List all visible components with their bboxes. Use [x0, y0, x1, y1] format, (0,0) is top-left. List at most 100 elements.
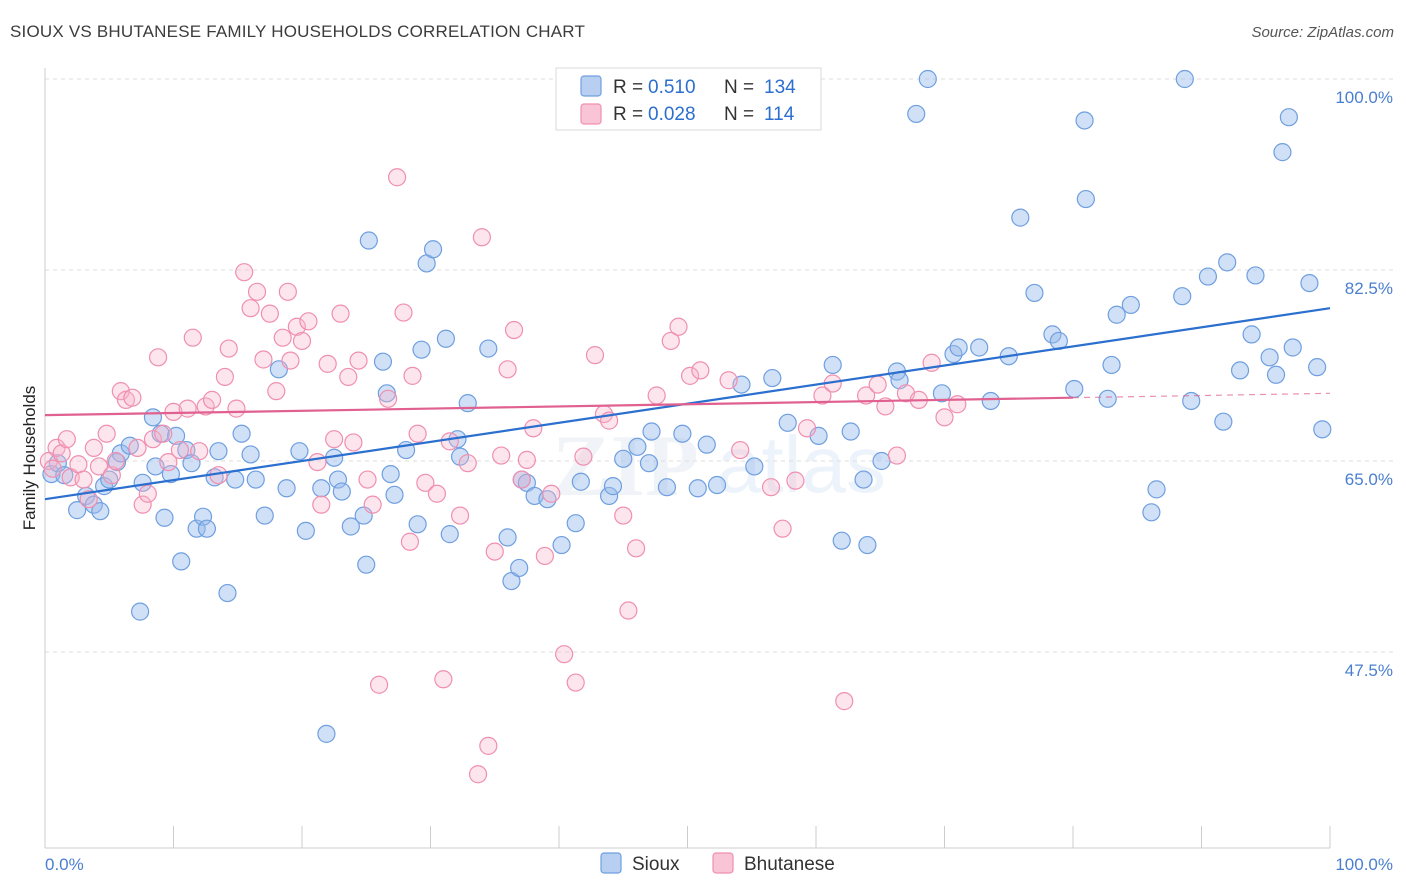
- sioux-point: [688, 479, 707, 498]
- bhutanese-point: [57, 430, 76, 449]
- bhutanese-point: [183, 328, 202, 347]
- sioux-point: [440, 525, 459, 544]
- bhutanese-point: [308, 452, 327, 472]
- sioux-point: [1198, 267, 1218, 286]
- sioux-point: [1266, 365, 1286, 384]
- bhutanese-point: [403, 366, 422, 385]
- bhutanese-point: [485, 542, 504, 561]
- bhutanese-point: [680, 366, 700, 385]
- sioux-point: [854, 470, 873, 489]
- bhutanese-point: [492, 446, 511, 465]
- sioux-point: [423, 240, 443, 259]
- bhutanese-point: [408, 424, 427, 443]
- legend-sioux-n-value: 134: [764, 77, 796, 98]
- bhutanese-point: [566, 673, 585, 692]
- legend-bhutanese-r-value: 0.028: [648, 104, 696, 125]
- bhutanese-point: [111, 382, 130, 401]
- sioux-point: [312, 479, 331, 498]
- bhutanese-point: [292, 331, 312, 351]
- bhutanese-point: [219, 339, 238, 358]
- bhutanese-point: [331, 304, 350, 323]
- bhutanese-point: [647, 386, 666, 405]
- bhutanese-point: [542, 484, 561, 503]
- sioux-point: [1043, 325, 1062, 344]
- sioux-point: [918, 69, 937, 89]
- sioux-point: [1283, 338, 1302, 357]
- sioux-point: [1218, 253, 1237, 272]
- bhutanese-point: [128, 438, 147, 458]
- legend-bottom-bhutanese-label: Bhutanese: [744, 854, 835, 875]
- bhutanese-point: [325, 430, 344, 449]
- sioux-point: [673, 424, 692, 443]
- sioux-point: [317, 724, 336, 743]
- bhutanese-point: [349, 351, 368, 370]
- bhutanese-point: [138, 484, 157, 503]
- legend-sioux-swatch: [580, 75, 602, 97]
- bhutanese-point: [318, 354, 337, 373]
- bhutanese-point: [358, 470, 377, 489]
- bhutanese-point: [691, 361, 710, 380]
- sioux-point: [143, 408, 163, 427]
- sioux-point: [1098, 389, 1117, 408]
- sioux-point: [1230, 361, 1250, 380]
- sioux-point: [241, 445, 260, 464]
- sioux-point: [1065, 379, 1084, 399]
- sioux-point: [1313, 420, 1332, 439]
- sioux-point: [328, 470, 348, 489]
- sioux-point: [1279, 108, 1298, 127]
- bhutanese-point: [143, 430, 163, 449]
- bhutanese-point: [440, 432, 459, 451]
- bhutanese-point: [97, 424, 116, 443]
- sioux-point: [571, 472, 590, 491]
- bhutanese-point: [344, 433, 363, 452]
- bhutanese-point: [813, 386, 832, 405]
- bhutanese-point: [585, 346, 605, 365]
- bhutanese-point: [89, 457, 109, 476]
- bhutanese-point: [887, 446, 907, 465]
- sioux-point: [1175, 69, 1194, 89]
- bhutanese-point: [450, 506, 470, 525]
- bhutanese-point: [614, 506, 633, 525]
- sioux-point: [341, 517, 360, 536]
- sioux-point: [1273, 143, 1292, 162]
- bhutanese-point: [535, 546, 554, 566]
- sioux-point: [1011, 208, 1030, 227]
- sioux-point: [657, 478, 677, 497]
- bhutanese-point: [159, 452, 178, 472]
- y-tick-label: 47.5%: [1345, 661, 1393, 680]
- sioux-point: [332, 482, 351, 501]
- legend-sioux-r-value: 0.510: [648, 77, 696, 98]
- bhutanese-point: [400, 532, 420, 551]
- bhutanese-point: [876, 397, 895, 416]
- bhutanese-point: [154, 424, 173, 443]
- bhutanese-point: [504, 320, 524, 340]
- sioux-point: [981, 391, 1000, 411]
- gridlines: [45, 78, 1393, 653]
- legend-bhutanese-swatch: [580, 103, 602, 125]
- bhutanese-point: [363, 495, 382, 514]
- bhutanese-point: [517, 450, 536, 470]
- sioux-point: [155, 508, 174, 527]
- bhutanese-point: [267, 382, 286, 401]
- sioux-point: [1076, 189, 1095, 209]
- legend-sioux-n-label: N =: [724, 77, 754, 98]
- bhutanese-point: [370, 675, 389, 694]
- bhutanese-point: [378, 389, 398, 408]
- sioux-point: [91, 502, 110, 521]
- sioux-point: [277, 479, 296, 498]
- sioux-point: [385, 485, 404, 504]
- sioux-point: [226, 470, 245, 489]
- bhutanese-point: [74, 470, 93, 489]
- bhutanese-point: [43, 459, 62, 478]
- chart-source: Source: ZipAtlas.com: [1251, 24, 1394, 41]
- bhutanese-point: [148, 348, 168, 367]
- legend-bhutanese-n-value: 114: [764, 104, 795, 125]
- bhutanese-point: [299, 312, 318, 331]
- sioux-point: [697, 435, 716, 454]
- sioux-point: [970, 338, 989, 357]
- bhutanese-point: [241, 299, 260, 318]
- x-ticks: [44, 826, 1331, 848]
- bhutanese-point: [287, 317, 306, 336]
- chart-title: SIOUX VS BHUTANESE FAMILY HOUSEHOLDS COR…: [10, 22, 586, 41]
